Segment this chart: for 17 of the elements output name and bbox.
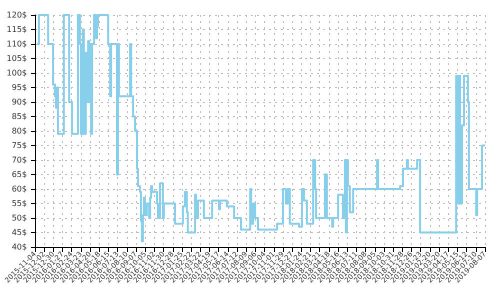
y-tick-label: 45$ xyxy=(12,228,27,237)
y-tick-label: 70$ xyxy=(12,156,27,164)
y-tick-label: 50$ xyxy=(12,214,27,222)
y-tick-label: 85$ xyxy=(12,112,27,121)
y-tick-label: 120$ xyxy=(6,10,27,20)
y-tick-label: 100$ xyxy=(6,68,27,78)
y-tick-label: 65$ xyxy=(12,170,27,179)
y-tick-label: 110$ xyxy=(6,40,27,48)
y-tick-label: 80$ xyxy=(12,126,27,136)
y-tick-label: 55$ xyxy=(12,199,27,208)
y-tick-label: 75$ xyxy=(12,141,27,150)
y-tick-label: 40$ xyxy=(12,242,27,252)
y-tick-label: 115$ xyxy=(6,25,27,34)
y-tick-label: 105$ xyxy=(6,54,27,63)
y-tick-label: 90$ xyxy=(12,98,27,106)
y-tick-label: 95$ xyxy=(12,83,27,92)
y-tick-label: 60$ xyxy=(12,184,27,194)
